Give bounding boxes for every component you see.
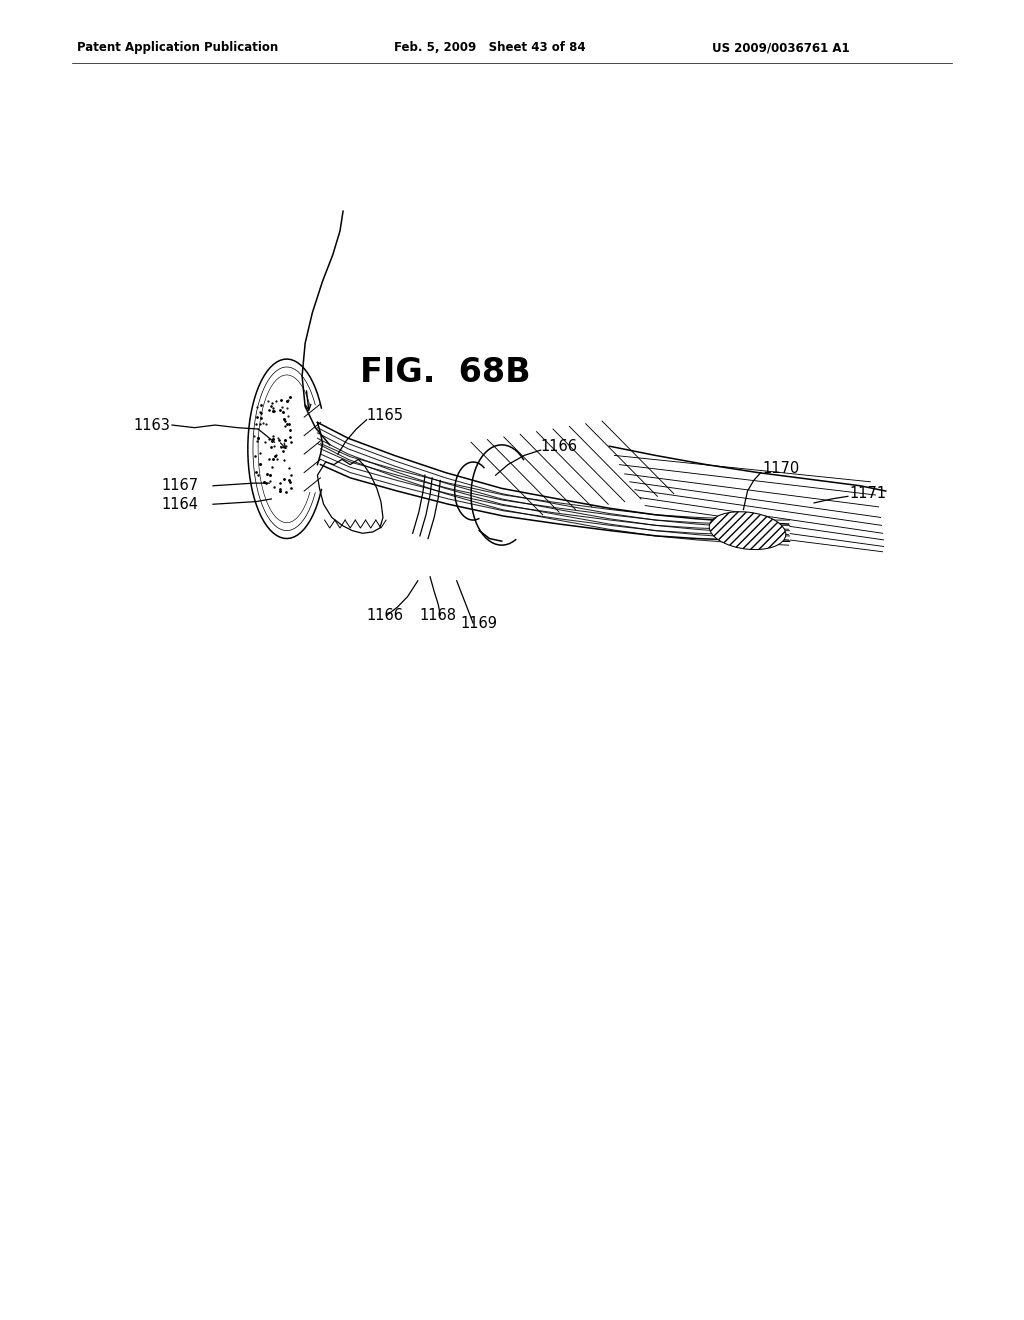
- Ellipse shape: [710, 512, 785, 549]
- Text: 1163: 1163: [133, 417, 170, 433]
- Text: 1166: 1166: [367, 607, 403, 623]
- Text: US 2009/0036761 A1: US 2009/0036761 A1: [712, 41, 849, 54]
- Polygon shape: [317, 422, 790, 541]
- Text: 1164: 1164: [162, 496, 199, 512]
- Text: Feb. 5, 2009   Sheet 43 of 84: Feb. 5, 2009 Sheet 43 of 84: [394, 41, 586, 54]
- Text: 1171: 1171: [850, 486, 887, 502]
- Text: 1170: 1170: [763, 461, 800, 477]
- Text: 1168: 1168: [420, 607, 457, 623]
- Text: 1167: 1167: [162, 478, 199, 494]
- Text: Patent Application Publication: Patent Application Publication: [77, 41, 279, 54]
- Text: FIG.  68B: FIG. 68B: [360, 355, 530, 388]
- Text: 1165: 1165: [367, 408, 403, 424]
- Text: 1166: 1166: [541, 438, 578, 454]
- Text: 1169: 1169: [461, 615, 498, 631]
